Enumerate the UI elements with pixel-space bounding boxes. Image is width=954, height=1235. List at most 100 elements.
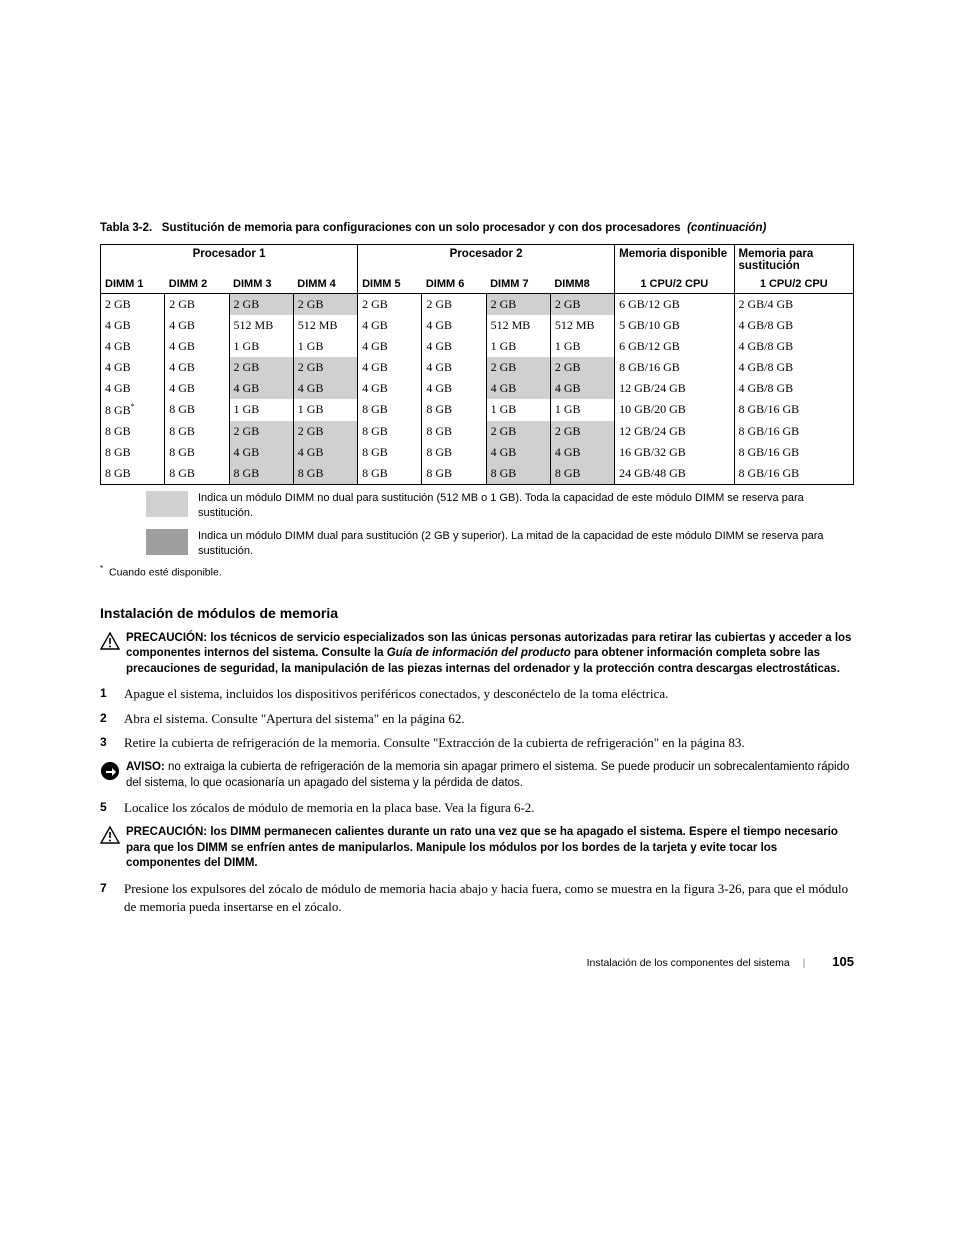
table-cell: 8 GB/16 GB <box>734 421 854 442</box>
table-cell: 16 GB/32 GB <box>615 442 734 463</box>
table-cell: 2 GB <box>486 357 550 378</box>
table-cell: 2 GB <box>229 421 293 442</box>
table-cell: 8 GB <box>422 399 486 421</box>
table-row: 8 GB8 GB4 GB4 GB8 GB8 GB4 GB4 GB16 GB/32… <box>101 442 854 463</box>
table-cell: 8 GB/16 GB <box>734 442 854 463</box>
notice-text: no extraiga la cubierta de refrigeración… <box>126 761 849 789</box>
table-cell: 4 GB <box>358 357 422 378</box>
table-cell: 4 GB <box>165 315 229 336</box>
table-cell: 12 GB/24 GB <box>615 378 734 399</box>
table-cell: 2 GB <box>101 294 165 316</box>
table-cell: 8 GB <box>101 421 165 442</box>
caution-2-wrapper: PRECAUCIÓN: los DIMM permanecen caliente… <box>100 825 854 872</box>
table-cell: 8 GB* <box>101 399 165 421</box>
table-row: 2 GB2 GB2 GB2 GB2 GB2 GB2 GB2 GB6 GB/12 … <box>101 294 854 316</box>
table-cell: 4 GB/8 GB <box>734 315 854 336</box>
table-row: 4 GB4 GB512 MB512 MB4 GB4 GB512 MB512 MB… <box>101 315 854 336</box>
table-cell: 4 GB <box>358 315 422 336</box>
table-dimm-row: DIMM 1 DIMM 2 DIMM 3 DIMM 4 DIMM 5 DIMM … <box>101 275 854 294</box>
step-5: Presione los expulsores del zócalo de mó… <box>100 880 854 916</box>
header-dimm8: DIMM8 <box>550 275 614 294</box>
table-cell: 8 GB <box>165 421 229 442</box>
notice: AVISO: no extraiga la cubierta de refrig… <box>100 760 854 791</box>
table-cell: 2 GB <box>293 294 357 316</box>
table-cell: 8 GB <box>293 463 357 485</box>
table-cell: 4 GB <box>358 378 422 399</box>
table-cell: 4 GB/8 GB <box>734 336 854 357</box>
table-cell: 4 GB <box>422 336 486 357</box>
caution-1-label: PRECAUCIÓN: <box>126 632 207 644</box>
table-cell: 8 GB <box>358 463 422 485</box>
table-group-row: Procesador 1 Procesador 2 Memoria dispon… <box>101 245 854 276</box>
table-cell: 8 GB <box>422 463 486 485</box>
table-cell: 4 GB <box>101 378 165 399</box>
legend-dual: Indica un módulo DIMM dual para sustituc… <box>146 529 854 559</box>
table-cell: 4 GB <box>486 442 550 463</box>
table-cell: 1 GB <box>293 336 357 357</box>
caption-prefix: Tabla 3-2. <box>100 222 152 234</box>
table-cell: 2 GB <box>358 294 422 316</box>
steps-list: Apague el sistema, incluidos los disposi… <box>100 685 854 916</box>
footnote-text: Cuando esté disponible. <box>109 567 222 579</box>
table-cell: 1 GB <box>550 399 614 421</box>
table-cell: 4 GB <box>101 336 165 357</box>
footer-separator: | <box>803 957 806 969</box>
header-mem-avail: Memoria disponible <box>615 245 734 276</box>
header-dimm2: DIMM 2 <box>165 275 229 294</box>
table-cell: 1 GB <box>293 399 357 421</box>
table-cell: 6 GB/12 GB <box>615 294 734 316</box>
table-cell: 4 GB <box>229 442 293 463</box>
table-cell: 1 GB <box>550 336 614 357</box>
step-1: Apague el sistema, incluidos los disposi… <box>100 685 854 703</box>
table-cell: 4 GB <box>486 378 550 399</box>
table-cell: 4 GB <box>165 378 229 399</box>
caution-2-body: PRECAUCIÓN: los DIMM permanecen caliente… <box>126 825 854 872</box>
table-cell: 2 GB <box>550 421 614 442</box>
caution-2-label: PRECAUCIÓN: <box>126 826 207 838</box>
table-cell: 10 GB/20 GB <box>615 399 734 421</box>
caption-text: Sustitución de memoria para configuracio… <box>162 222 681 234</box>
table-cell: 4 GB/8 GB <box>734 378 854 399</box>
table-cell: 8 GB/16 GB <box>734 463 854 485</box>
table-cell: 2 GB <box>486 294 550 316</box>
caution-1: PRECAUCIÓN: los técnicos de servicio esp… <box>100 631 854 678</box>
table-cell: 1 GB <box>229 336 293 357</box>
footnote-marker: * <box>100 564 103 573</box>
header-dimm3: DIMM 3 <box>229 275 293 294</box>
table-cell: 4 GB <box>293 378 357 399</box>
table-cell: 2 GB <box>550 294 614 316</box>
table-cell: 1 GB <box>229 399 293 421</box>
table-cell: 512 MB <box>293 315 357 336</box>
footer-page-number: 105 <box>832 954 854 969</box>
table-cell: 12 GB/24 GB <box>615 421 734 442</box>
caption-continuation: (continuación) <box>687 222 766 234</box>
header-dimm6: DIMM 6 <box>422 275 486 294</box>
table-cell: 8 GB <box>165 463 229 485</box>
header-cpu-sub: 1 CPU/2 CPU <box>734 275 854 294</box>
table-cell: 8 GB <box>486 463 550 485</box>
section-heading: Instalación de módulos de memoria <box>100 605 854 621</box>
table-cell: 8 GB <box>422 442 486 463</box>
caution-1-italic: Guía de información del producto <box>387 647 571 659</box>
table-cell: 2 GB <box>486 421 550 442</box>
table-cell: 2 GB <box>550 357 614 378</box>
table-cell: 8 GB <box>101 442 165 463</box>
table-cell: 2 GB <box>293 357 357 378</box>
table-cell: 8 GB <box>550 463 614 485</box>
caution-2: PRECAUCIÓN: los DIMM permanecen caliente… <box>100 825 854 872</box>
table-cell: 4 GB/8 GB <box>734 357 854 378</box>
table-cell: 6 GB/12 GB <box>615 336 734 357</box>
table-cell: 4 GB <box>293 442 357 463</box>
table-cell: 1 GB <box>486 399 550 421</box>
step-3: Retire la cubierta de refrigeración de l… <box>100 734 854 752</box>
header-cpu-avail: 1 CPU/2 CPU <box>615 275 734 294</box>
table-cell: 512 MB <box>486 315 550 336</box>
table-cell: 4 GB <box>229 378 293 399</box>
table-cell: 2 GB <box>165 294 229 316</box>
table-cell: 2 GB <box>422 294 486 316</box>
header-dimm5: DIMM 5 <box>358 275 422 294</box>
legend-text-dual: Indica un módulo DIMM dual para sustituc… <box>198 529 854 559</box>
table-cell: 4 GB <box>550 378 614 399</box>
table-cell: 2 GB <box>229 357 293 378</box>
header-dimm1: DIMM 1 <box>101 275 165 294</box>
